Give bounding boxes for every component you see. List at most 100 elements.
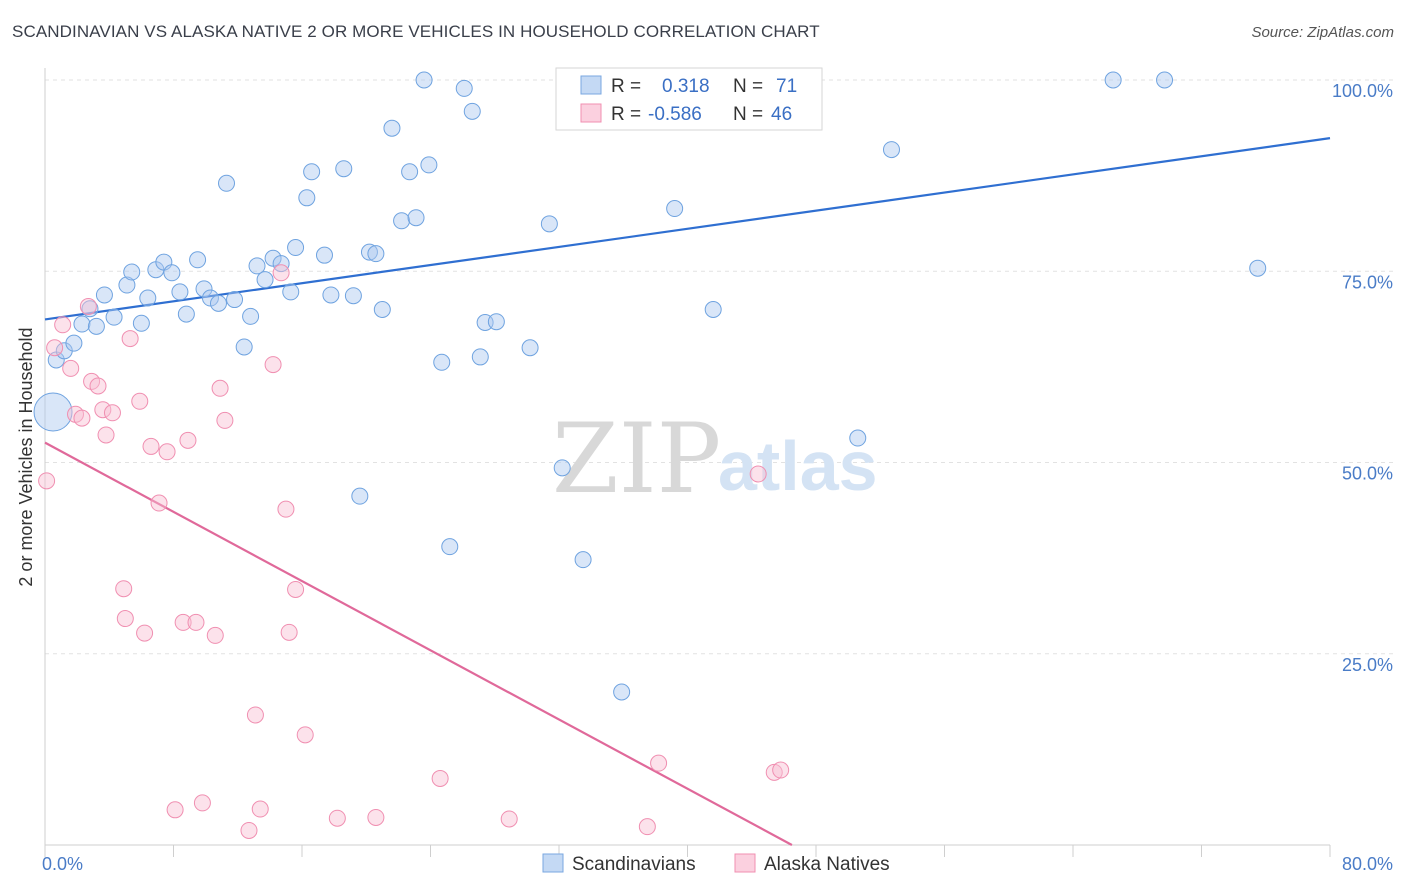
- watermark-zip: ZIP: [552, 403, 721, 515]
- legend-swatch-scandinavians: [580, 75, 602, 95]
- legend-n-label-2: N =: [733, 104, 763, 125]
- alaska-natives-point-29: [246, 706, 264, 724]
- scandinavians-point-3: [73, 315, 91, 333]
- alaska-natives-point-0: [38, 472, 56, 490]
- alaska-natives-point-13: [116, 610, 134, 628]
- series-legend: Scandinavians Alaska Natives: [542, 853, 890, 875]
- alaska-natives-point-34: [280, 623, 298, 641]
- watermark-atlas: atlas: [718, 427, 878, 505]
- scandinavians-point-33: [315, 246, 333, 264]
- scandinavians-point-2: [65, 334, 83, 352]
- scandinavians-point-53: [487, 313, 505, 331]
- scandinavians-point-44: [407, 209, 425, 227]
- scandinavians-point-45: [415, 71, 433, 89]
- scandinavians-trend-line: [44, 137, 1331, 321]
- scandinavians-point-10: [132, 314, 150, 332]
- chart-title: SCANDINAVIAN VS ALASKA NATIVE 2 OR MORE …: [12, 22, 820, 41]
- legend-n-value-2: 46: [771, 104, 792, 125]
- alaska-natives-point-24: [193, 794, 211, 812]
- scandinavians-point-54: [521, 339, 539, 357]
- legend-n-label-1: N =: [733, 76, 763, 97]
- alaska-natives-point-10: [97, 426, 115, 444]
- scandinavians-point-21: [218, 174, 236, 192]
- x-tick-label-1: 80.0%: [1342, 854, 1393, 874]
- legend-r-value-1: 0.318: [662, 76, 710, 97]
- scandinavians-point-18: [195, 280, 213, 298]
- scandinavians-point-61: [704, 301, 722, 318]
- alaska-natives-point-22: [179, 431, 197, 449]
- stats-legend: R = 0.318 N = 71 R = -0.586 N = 46: [555, 67, 823, 131]
- scandinavians-point-37: [351, 487, 369, 505]
- alaska-natives-point-18: [150, 494, 168, 512]
- alaska-natives-point-32: [272, 264, 290, 282]
- scandinavians-point-58: [613, 683, 631, 701]
- scandinavians-point-64: [849, 429, 867, 447]
- alaska-natives-point-3: [62, 359, 80, 377]
- alaska-natives-point-33: [277, 500, 295, 518]
- scandinavians-point-14: [163, 264, 181, 282]
- scandinavians-point-47: [433, 353, 451, 371]
- bottom-legend-swatch-scandinavians: [542, 853, 564, 873]
- alaska-natives-point-12: [115, 580, 133, 598]
- scandinavians-point-55: [540, 215, 558, 233]
- scandinavians-point-42: [393, 212, 411, 230]
- legend-n-value-1: 71: [776, 76, 797, 97]
- scandinavians-point-46: [420, 156, 438, 174]
- scandinavians-point-24: [242, 307, 260, 325]
- grid-lines: [45, 79, 1395, 655]
- y-tick-label-2: 75.0%: [1342, 272, 1393, 292]
- alaska-natives-point-31: [264, 356, 282, 374]
- scandinavians-point-51: [471, 348, 489, 366]
- scandinavians-point-6: [95, 286, 113, 304]
- scandinavians-point-5: [87, 317, 105, 335]
- scandinavians-point-50: [463, 102, 481, 120]
- alaska-natives-point-36: [296, 726, 314, 744]
- scandinavians-point-49: [455, 79, 473, 97]
- alaska-natives-point-30: [251, 800, 269, 818]
- scandinavians-point-8: [118, 276, 136, 294]
- alaska-natives-point-8: [89, 377, 107, 395]
- scandinavians-point-26: [256, 271, 274, 289]
- alaska-natives-point-40: [500, 810, 518, 828]
- y-tick-label-3: 100.0%: [1332, 81, 1393, 101]
- scandinavians-point-48: [441, 538, 459, 556]
- scandinavians-point-39: [367, 245, 385, 263]
- scandinavians-point-43: [401, 163, 419, 181]
- alaska-natives-point-35: [287, 580, 305, 598]
- scandinavians-point-25: [248, 257, 266, 275]
- data-points: [33, 71, 1267, 839]
- scandinavians-point-65: [882, 141, 900, 159]
- scandinavians-point-56: [553, 459, 571, 477]
- alaska-natives-point-28: [240, 821, 258, 839]
- scandinavians-point-15: [171, 283, 189, 301]
- scandinavians-point-30: [287, 239, 305, 257]
- alaska-natives-point-6: [79, 297, 97, 315]
- alaska-natives-point-21: [174, 613, 192, 631]
- y-tick-label-0: 25.0%: [1342, 655, 1393, 675]
- legend-r-value-2: -0.586: [648, 104, 702, 125]
- scandinavians-point-40: [373, 301, 391, 318]
- scandinavians-point-41: [383, 119, 401, 137]
- alaska-natives-point-25: [206, 626, 224, 644]
- alaska-natives-point-23: [187, 613, 205, 631]
- y-tick-labels: 25.0% 50.0% 75.0% 100.0%: [1332, 81, 1393, 675]
- chart-source: Source: ZipAtlas.com: [1251, 24, 1394, 41]
- alaska-natives-point-17: [142, 437, 160, 455]
- alaska-natives-point-20: [166, 801, 184, 819]
- alaska-natives-point-9: [94, 401, 112, 419]
- alaska-natives-point-1: [46, 339, 64, 357]
- alaska-natives-point-37: [328, 809, 346, 827]
- scandinavians-point-22: [226, 291, 244, 309]
- alaska-natives-point-11: [103, 404, 121, 422]
- scandinavians-point-66: [1104, 71, 1122, 89]
- bottom-legend-scandinavians: Scandinavians: [572, 854, 696, 875]
- alaska-natives-point-16: [136, 624, 154, 642]
- legend-r-label-2: R =: [611, 104, 641, 125]
- scandinavians-point-38: [360, 243, 378, 261]
- x-tick-labels: 0.0% 80.0%: [42, 854, 1393, 874]
- scandinavians-point-32: [303, 163, 321, 181]
- scandinavians-point-36: [344, 287, 362, 305]
- scandinavians-point-29: [282, 283, 300, 301]
- scandinavians-point-31: [298, 189, 316, 207]
